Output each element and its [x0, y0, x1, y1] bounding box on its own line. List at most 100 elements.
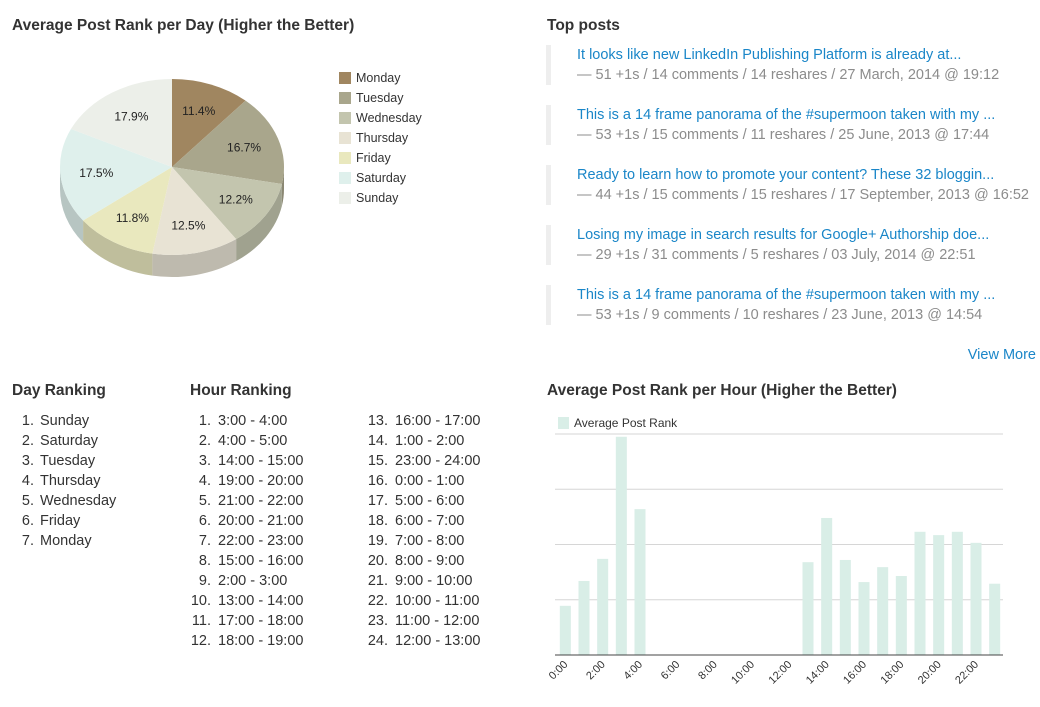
rank-number: 10. — [190, 593, 211, 609]
rank-label: Sunday — [40, 413, 90, 429]
rank-label: 7:00 - 8:00 — [395, 533, 465, 549]
pie-label: 16.7% — [227, 141, 261, 155]
bar-13:00[interactable] — [802, 562, 814, 655]
rank-number: 2. — [21, 433, 34, 449]
pie-slice-friday[interactable] — [83, 167, 172, 254]
ranking-item: 5. 21:00 - 22:00 — [189, 491, 304, 511]
x-tick-label: 0:00 — [547, 659, 571, 683]
rank-number: 5. — [21, 493, 34, 509]
bar-2:00[interactable] — [597, 558, 609, 655]
rank-number: 17. — [367, 493, 388, 509]
ranking-item: 4. Thursday — [12, 471, 116, 491]
bar-3:00[interactable] — [615, 436, 627, 655]
hour-ranking-title: Hour Ranking — [190, 382, 292, 399]
pie-side-saturday — [60, 167, 84, 243]
x-tick-label: 12:00 — [767, 659, 795, 687]
legend-label: Wednesday — [356, 111, 422, 125]
ranking-item: 3. 14:00 - 15:00 — [189, 451, 304, 471]
bar-4:00[interactable] — [634, 509, 646, 655]
ranking-item: 6. Friday — [12, 511, 116, 531]
ranking-item: 4. 19:00 - 20:00 — [189, 471, 304, 491]
pie-slice-wednesday[interactable] — [172, 167, 282, 240]
post-title-link[interactable]: This is a 14 frame panorama of the #supe… — [577, 287, 996, 303]
pie-slice-saturday[interactable] — [60, 129, 173, 221]
pie-slice-sunday[interactable] — [70, 78, 172, 167]
pie-label: 12.2% — [219, 193, 253, 207]
bar-14:00[interactable] — [821, 517, 833, 655]
rank-label: 9:00 - 10:00 — [395, 573, 473, 589]
bar-20:00[interactable] — [933, 535, 945, 655]
ranking-item: 22. 10:00 - 11:00 — [366, 591, 480, 611]
legend-swatch — [339, 72, 351, 84]
day-pie-chart: 11.4% 16.7% 12.2% 12.5% 11.8% 17.5% 17.9% — [60, 78, 284, 277]
legend-item-saturday[interactable]: Saturday — [339, 168, 422, 188]
legend-item-sunday[interactable]: Sunday — [339, 188, 422, 208]
rank-number: 3. — [21, 453, 34, 469]
bar-legend-swatch — [558, 417, 569, 429]
rank-label: Wednesday — [40, 493, 117, 509]
rank-label: 19:00 - 20:00 — [218, 473, 304, 489]
pie-side-wednesday — [236, 184, 282, 262]
ranking-item: 7. 22:00 - 23:00 — [189, 531, 304, 551]
legend-item-thursday[interactable]: Thursday — [339, 128, 422, 148]
legend-item-friday[interactable]: Friday — [339, 148, 422, 168]
pie-label: 11.4% — [182, 104, 215, 118]
rank-number: 14. — [367, 433, 388, 449]
post-title-link[interactable]: It looks like new LinkedIn Publishing Pl… — [577, 47, 962, 63]
legend-item-monday[interactable]: Monday — [339, 68, 422, 88]
legend-label: Saturday — [356, 171, 407, 185]
pie-slice-thursday[interactable] — [152, 167, 237, 255]
legend-label: Thursday — [356, 131, 409, 145]
rank-label: Friday — [40, 513, 81, 529]
bar-legend-label: Average Post Rank — [574, 416, 678, 430]
bar-0:00[interactable] — [559, 605, 571, 655]
legend-item-wednesday[interactable]: Wednesday — [339, 108, 422, 128]
post-title-link[interactable]: This is a 14 frame panorama of the #supe… — [577, 107, 996, 123]
ranking-item: 21. 9:00 - 10:00 — [366, 571, 480, 591]
bar-17:00[interactable] — [877, 567, 889, 655]
day-ranking-title: Day Ranking — [12, 382, 106, 399]
x-tick-label: 10:00 — [729, 659, 757, 687]
post-title-link[interactable]: Losing my image in search results for Go… — [577, 227, 990, 243]
rank-number: 7. — [198, 533, 211, 549]
rank-label: 23:00 - 24:00 — [395, 453, 481, 469]
pie-slice-monday[interactable] — [172, 79, 246, 167]
legend-label: Sunday — [356, 191, 399, 205]
bar-16:00[interactable] — [858, 582, 870, 655]
ranking-item: 19. 7:00 - 8:00 — [366, 531, 480, 551]
pie-slice-tuesday[interactable] — [172, 100, 284, 185]
post-title-link[interactable]: Ready to learn how to promote your conte… — [577, 167, 995, 183]
x-tick-label: 6:00 — [659, 659, 683, 683]
legend-swatch — [339, 192, 351, 204]
bar-15:00[interactable] — [839, 559, 851, 655]
view-more-link[interactable]: View More — [967, 347, 1036, 363]
bar-22:00[interactable] — [970, 542, 982, 655]
legend-swatch — [339, 152, 351, 164]
legend-swatch — [339, 92, 351, 104]
pie-side-friday — [83, 220, 153, 276]
rank-label: Monday — [40, 533, 92, 549]
rank-number: 5. — [198, 493, 211, 509]
ranking-item: 9. 2:00 - 3:00 — [189, 571, 303, 591]
ranking-item: 3. Tuesday — [12, 451, 116, 471]
rank-label: 13:00 - 14:00 — [218, 593, 304, 609]
rank-number: 24. — [367, 633, 388, 649]
ranking-item: 1. 3:00 - 4:00 — [189, 411, 303, 431]
rank-number: 12. — [190, 633, 211, 649]
legend-label: Tuesday — [356, 91, 404, 105]
bar-23:00[interactable] — [989, 583, 1001, 655]
post-item: Losing my image in search results for Go… — [546, 225, 1036, 265]
bar-19:00[interactable] — [914, 531, 926, 655]
legend-item-tuesday[interactable]: Tuesday — [339, 88, 422, 108]
ranking-item: 11. 17:00 - 18:00 — [189, 611, 304, 631]
top-posts-title: Top posts — [547, 17, 620, 34]
bar-18:00[interactable] — [895, 575, 907, 655]
rank-label: 21:00 - 22:00 — [218, 493, 304, 509]
bar-21:00[interactable] — [951, 531, 963, 655]
bar-1:00[interactable] — [578, 580, 590, 655]
x-tick-label: 14:00 — [804, 659, 832, 687]
rank-number: 2. — [198, 433, 211, 449]
x-tick-label: 18:00 — [879, 659, 907, 687]
ranking-item: 12. 18:00 - 19:00 — [189, 631, 304, 651]
rank-number: 6. — [198, 513, 211, 529]
